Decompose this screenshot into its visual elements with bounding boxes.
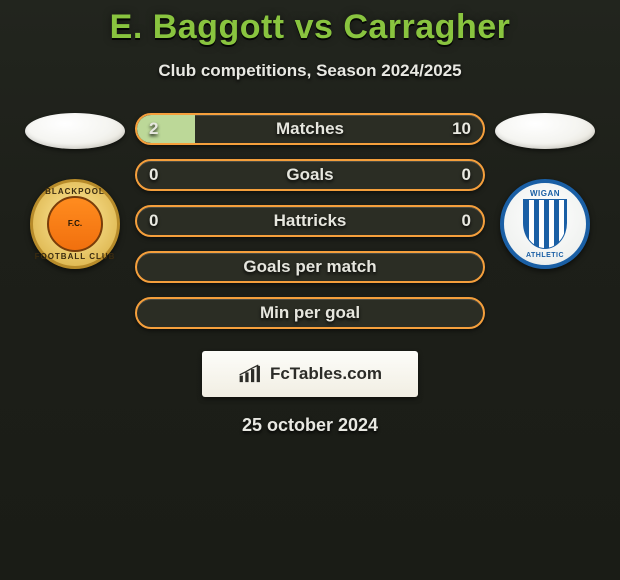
crest-text-bottom: FOOTBALL CLUB	[33, 252, 117, 261]
right-side: WIGAN ATHLETIC	[495, 113, 595, 269]
stat-value-left: 2	[137, 115, 170, 143]
stat-bar: Matches2 10	[135, 113, 485, 145]
stat-bar: Min per goal	[135, 297, 485, 329]
comparison-panel: BLACKPOOL F.C. FOOTBALL CLUB Matches2 10 G…	[0, 113, 620, 329]
stat-value-right: 0	[450, 161, 483, 189]
page-title: E. Baggott vs Carragher	[0, 0, 620, 47]
stat-label: Goals per match	[137, 253, 483, 281]
stat-bars: Matches210Goals00Hattricks00Goals per ma…	[135, 113, 485, 329]
crest-text-bottom: ATHLETIC	[504, 252, 586, 259]
crest-text-top: WIGAN	[504, 189, 586, 198]
stat-label: Goals	[137, 161, 483, 189]
stat-label: Min per goal	[137, 299, 483, 327]
brand-badge: FcTables.com	[202, 351, 418, 397]
crest-shield	[523, 199, 567, 249]
stat-label: Hattricks	[137, 207, 483, 235]
stat-bar: Hattricks0 0	[135, 205, 485, 237]
left-player-placeholder	[25, 113, 125, 149]
bar-chart-icon	[238, 364, 264, 384]
date-text: 25 october 2024	[0, 415, 620, 436]
crest-text-top: BLACKPOOL	[33, 187, 117, 196]
stat-value-right: 10	[440, 115, 483, 143]
stat-value-right: 0	[450, 207, 483, 235]
right-player-placeholder	[495, 113, 595, 149]
brand-text: FcTables.com	[270, 364, 382, 384]
left-team-crest-blackpool: BLACKPOOL F.C. FOOTBALL CLUB	[30, 179, 120, 269]
right-team-crest-wigan: WIGAN ATHLETIC	[500, 179, 590, 269]
stat-bar: Goals0 0	[135, 159, 485, 191]
left-side: BLACKPOOL F.C. FOOTBALL CLUB	[25, 113, 125, 269]
stat-value-left: 0	[137, 207, 170, 235]
stat-bar: Goals per match	[135, 251, 485, 283]
crest-center: F.C.	[47, 196, 103, 252]
stat-label: Matches	[137, 115, 483, 143]
subtitle: Club competitions, Season 2024/2025	[0, 61, 620, 81]
stat-value-left: 0	[137, 161, 170, 189]
